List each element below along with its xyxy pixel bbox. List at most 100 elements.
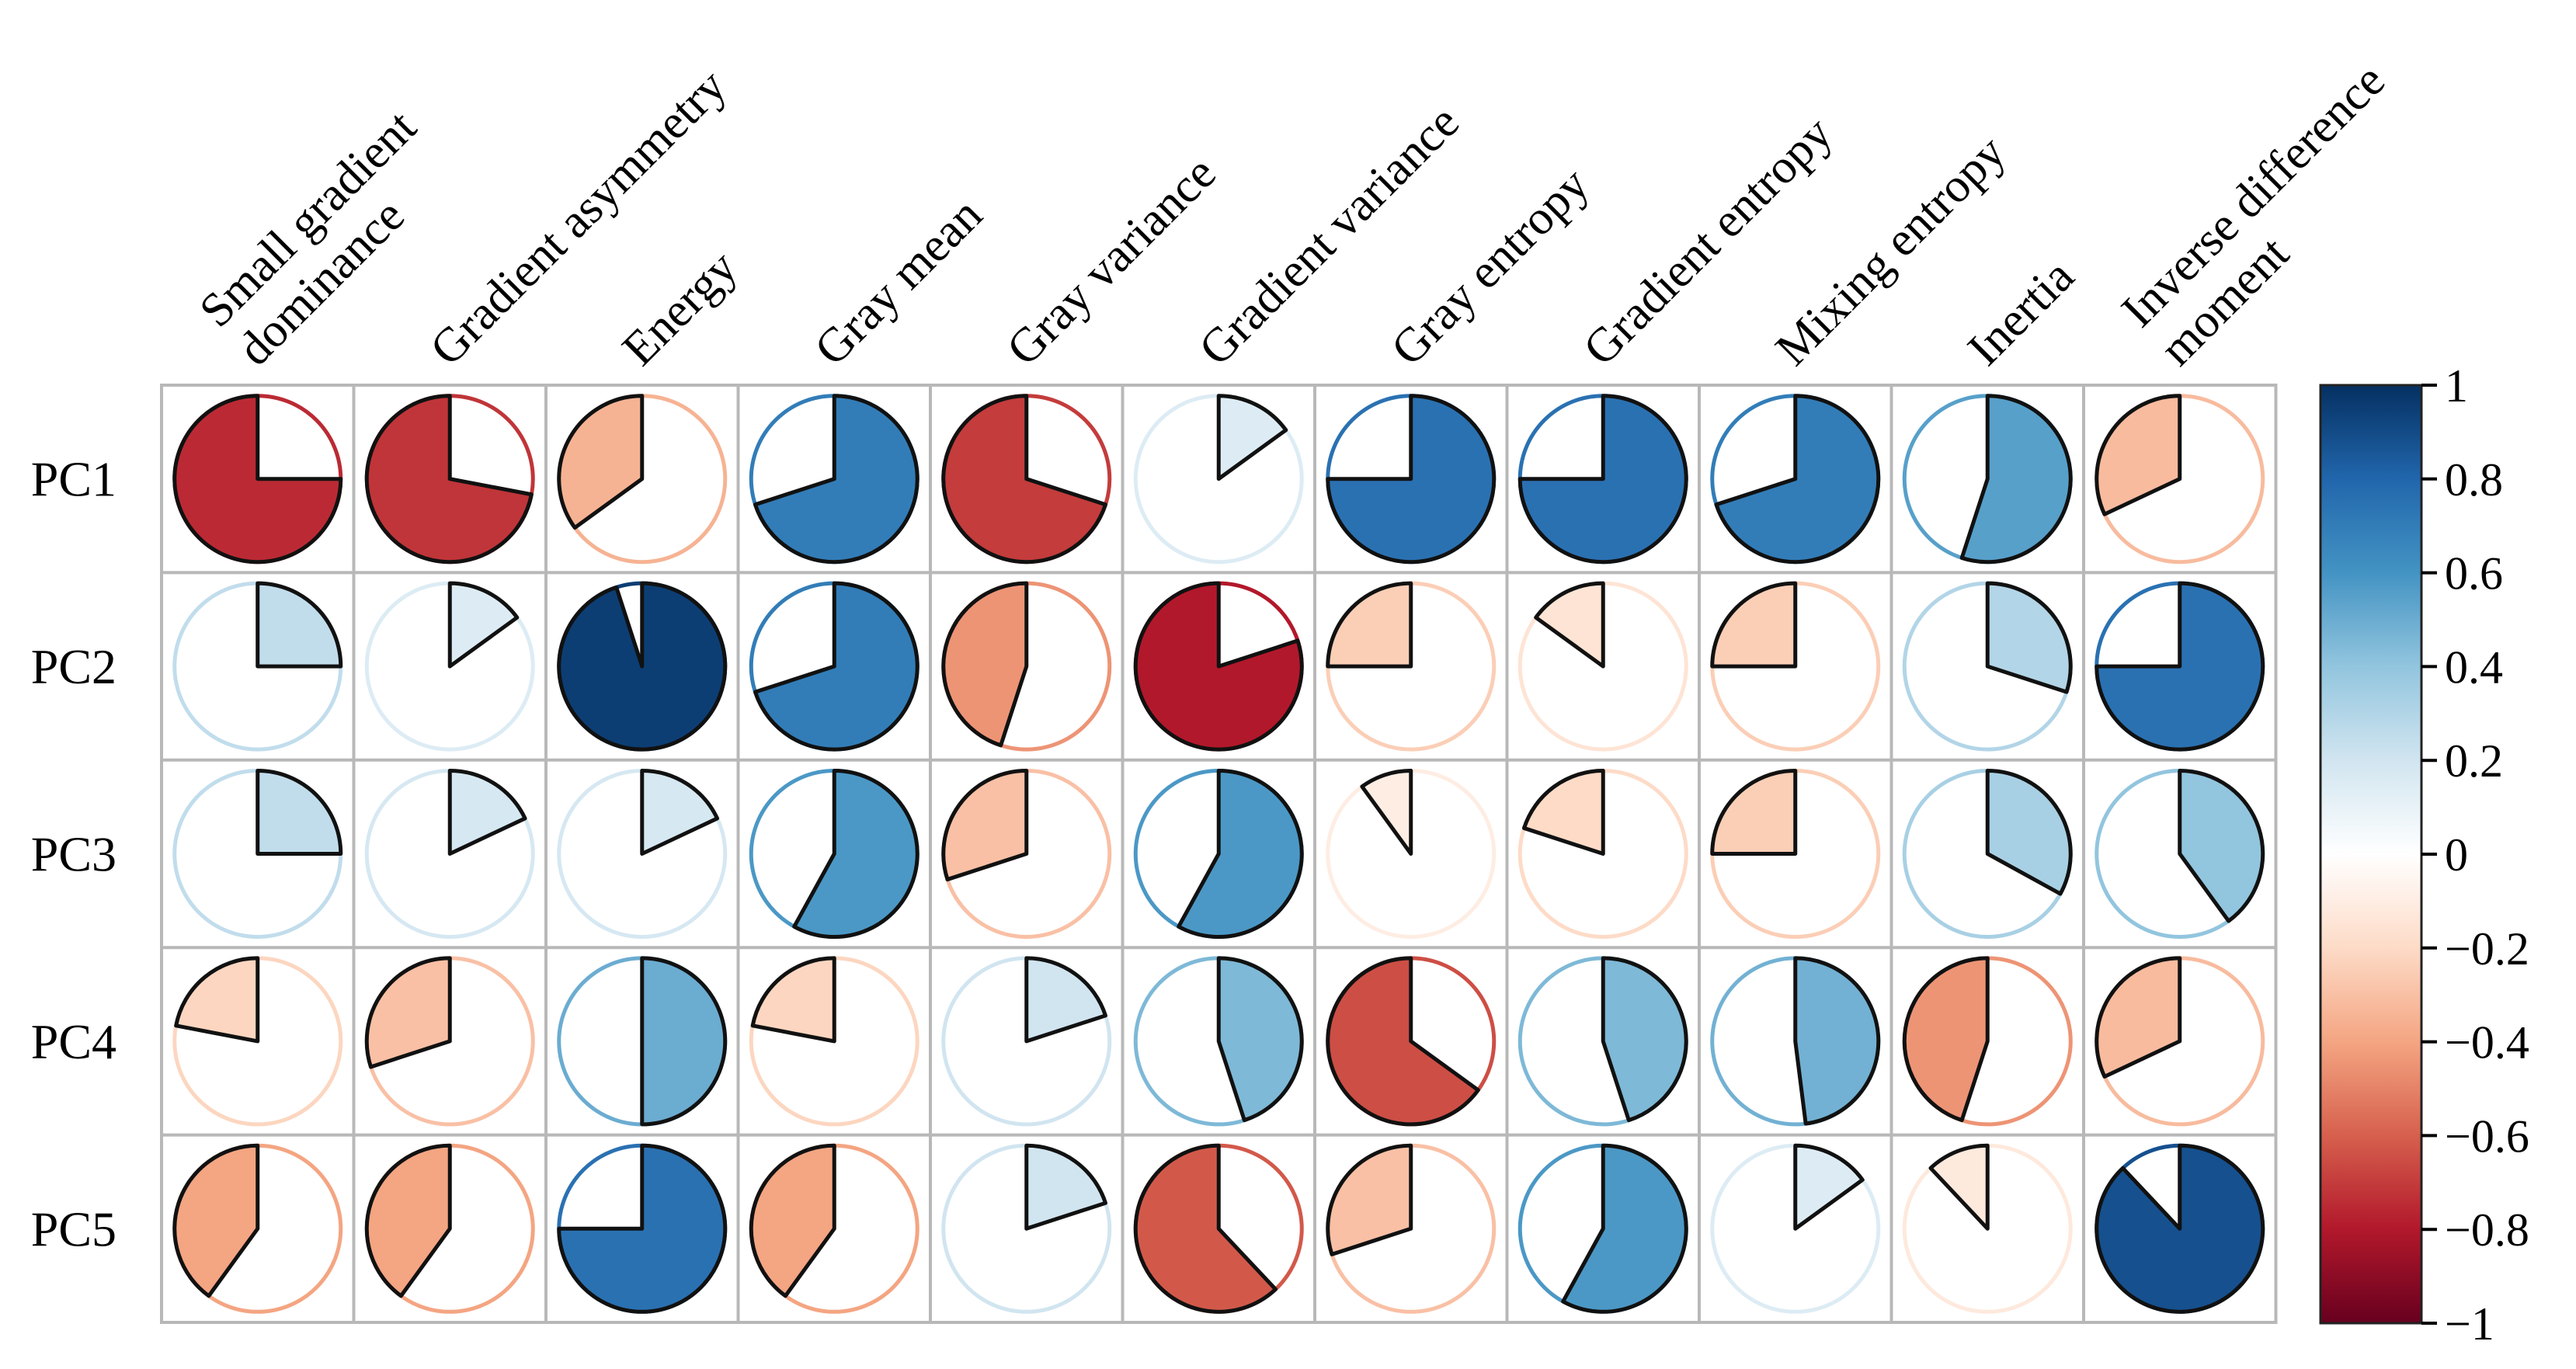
pie-wedge	[941, 394, 1108, 565]
pie-pc4-col5	[941, 956, 1112, 1127]
pie-pc1-col4	[749, 394, 920, 565]
pie-pc5-col7	[1326, 1143, 1497, 1314]
pie-wedge	[1793, 1143, 1865, 1231]
pie-pc1-col11	[2095, 394, 2265, 565]
row-labels: PC1 PC2 PC3 PC4 PC5	[31, 452, 116, 1257]
pie-wedge	[1024, 1143, 1108, 1231]
pie-pc1-col7	[1326, 394, 1497, 565]
pie-pc4-col9	[1710, 956, 1881, 1127]
color-bar-tick-label: −0.4	[2445, 1017, 2529, 1068]
pie-pc2-col10	[1902, 581, 2073, 752]
pie-pc2-col1	[172, 581, 343, 752]
pie-pc1-col10	[1902, 394, 2073, 565]
pie-wedge	[2095, 1143, 2265, 1314]
pie-wedge	[1326, 956, 1480, 1127]
row-label-pc5: PC5	[31, 1201, 116, 1256]
pie-wedge	[792, 769, 920, 939]
pie-pc4-col8	[1517, 956, 1688, 1127]
pie-wedge	[640, 769, 720, 856]
pie-wedge	[1534, 581, 1605, 669]
pie-pc3-col1	[172, 769, 343, 939]
pie-wedge	[1959, 394, 2073, 565]
pie-pc2-col11	[2095, 581, 2265, 752]
pie-wedge	[750, 956, 836, 1044]
color-bar: 1 0.8 0.6 0.4 0.2 0 −0.2 −0.4 −0.6 −0.8 −1	[2319, 360, 2529, 1350]
pie-wedge	[447, 581, 520, 669]
pie-wedge	[2095, 581, 2265, 752]
column-label: Gray mean	[805, 188, 993, 376]
pie-wedge	[557, 1143, 728, 1314]
pie-wedge	[557, 581, 728, 752]
pie-wedge	[364, 394, 534, 565]
pie-wedge	[1517, 394, 1688, 565]
pie-wedge	[1710, 581, 1798, 669]
pie-wedge	[1521, 769, 1605, 856]
pie-pc4-col2	[364, 956, 535, 1127]
pie-wedge	[2178, 769, 2265, 923]
pie-pc4-col7	[1326, 956, 1497, 1127]
pie-pc5-col3	[557, 1143, 728, 1314]
pie-pc1-col6	[1133, 394, 1304, 565]
pie-wedge	[749, 1143, 836, 1298]
pie-wedge	[172, 1143, 260, 1298]
pie-wedge	[364, 1143, 452, 1298]
pie-pc1-col1	[172, 394, 343, 565]
pie-wedge	[2095, 394, 2182, 516]
pie-wedge	[1177, 769, 1304, 939]
pie-wedge	[1216, 394, 1288, 481]
pie-wedge	[1326, 1143, 1413, 1256]
pie-pc4-col3	[557, 956, 728, 1127]
pie-pc5-col9	[1710, 1143, 1881, 1314]
pie-glyphs	[172, 394, 2265, 1314]
pie-pc1-col9	[1710, 394, 1881, 565]
pie-wedge	[753, 394, 920, 565]
pie-pc3-col8	[1517, 769, 1688, 939]
pie-wedge	[1601, 956, 1688, 1123]
pie-pc5-col1	[172, 1143, 343, 1314]
column-label-line: Gray mean	[805, 188, 993, 376]
row-label-pc1: PC1	[31, 452, 116, 507]
pie-pc4-col11	[2095, 956, 2265, 1127]
pie-wedge	[447, 769, 527, 856]
pie-wedge	[1024, 956, 1108, 1044]
pie-pc3-col3	[557, 769, 728, 939]
pie-pc2-col7	[1326, 581, 1497, 752]
pie-wedge	[1928, 1143, 1990, 1231]
pie-pc3-col11	[2095, 769, 2265, 939]
pie-pc3-col2	[364, 769, 535, 939]
column-labels: Small gradientdominance Gradient asymmetr…	[189, 54, 2433, 376]
pie-wedge	[1133, 581, 1304, 752]
color-bar-tick-label: 1	[2445, 360, 2468, 412]
pie-pc5-col2	[364, 1143, 535, 1314]
column-label: Inverse differencemoment	[2112, 54, 2433, 375]
pie-wedge	[1326, 394, 1497, 565]
pie-wedge	[1326, 581, 1413, 669]
pie-wedge	[1216, 956, 1304, 1123]
pie-pc4-col6	[1133, 956, 1304, 1127]
pie-pc4-col10	[1902, 956, 2073, 1127]
pie-pc2-col9	[1710, 581, 1881, 752]
pie-wedge	[1360, 769, 1413, 856]
pie-pc5-col6	[1133, 1143, 1304, 1314]
column-label-line: Inertia	[1958, 249, 2084, 375]
pie-wedge	[1133, 1143, 1278, 1314]
pie-wedge	[1710, 769, 1798, 856]
pie-pc5-col11	[2095, 1143, 2265, 1314]
color-bar-tick-label: 0.2	[2445, 735, 2503, 787]
pie-pc1-col8	[1517, 394, 1688, 565]
column-label: Inertia	[1958, 249, 2084, 375]
row-label-pc4: PC4	[31, 1014, 116, 1069]
pie-wedge	[1985, 769, 2073, 896]
pie-pc2-col8	[1517, 581, 1688, 752]
pie-wedge	[941, 581, 1029, 748]
pie-wedge	[256, 769, 343, 856]
pie-pc5-col8	[1517, 1143, 1688, 1314]
pie-pc2-col4	[749, 581, 920, 752]
pie-pc3-col10	[1902, 769, 2073, 939]
pie-pc5-col10	[1902, 1143, 2073, 1314]
pie-pc1-col5	[941, 394, 1112, 565]
pie-pc3-col6	[1133, 769, 1304, 939]
color-bar-tick-label: −0.2	[2445, 923, 2529, 975]
pie-pc4-col4	[749, 956, 920, 1127]
